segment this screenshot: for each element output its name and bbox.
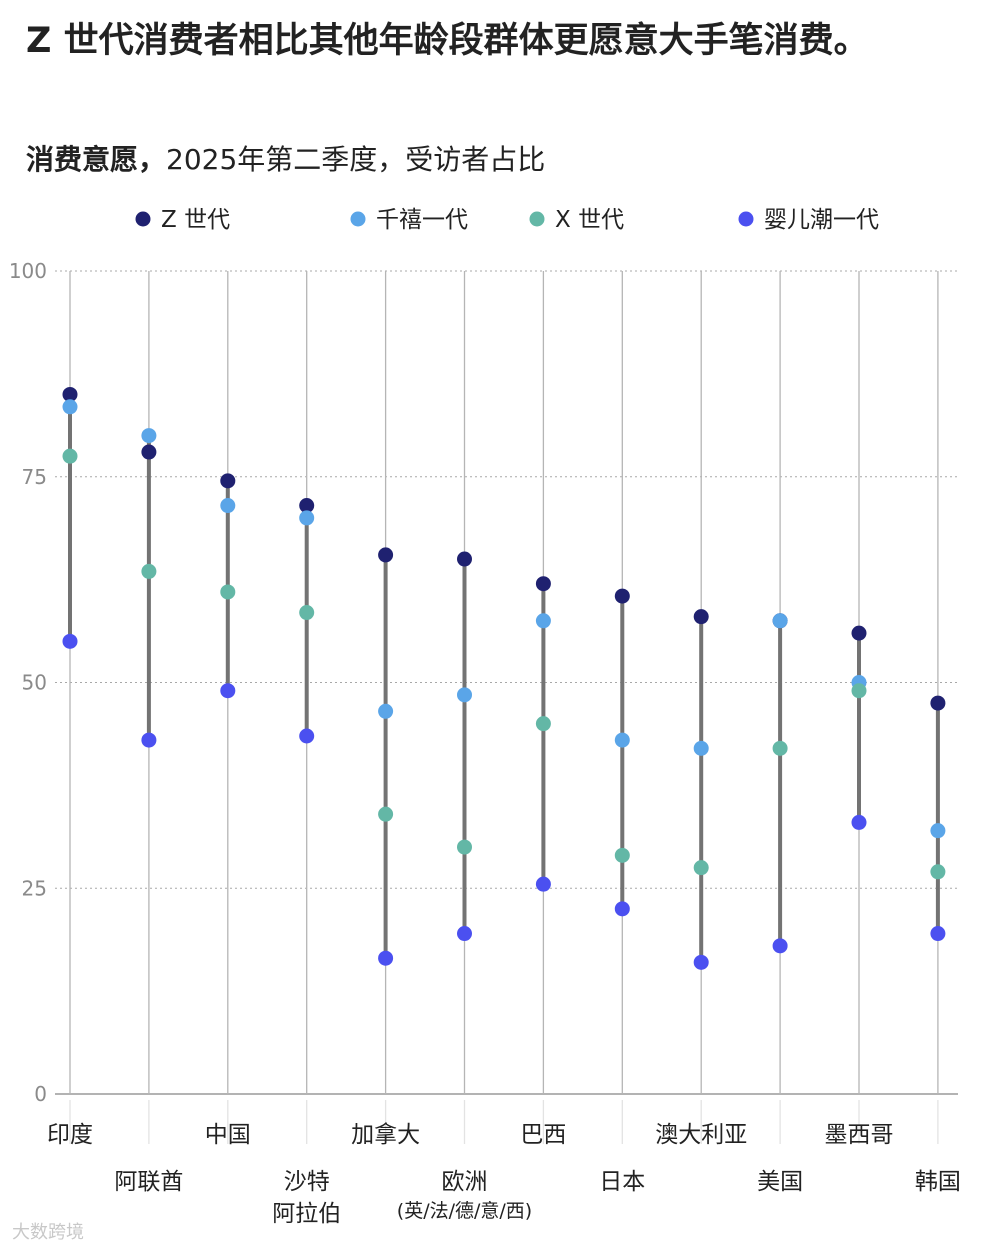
chart-subtitle: 消费意愿，2025年第二季度，受访者占比 [26, 138, 545, 178]
data-point [457, 687, 472, 703]
data-point [141, 563, 157, 579]
data-point [457, 926, 472, 942]
data-point [62, 399, 78, 415]
data-point [930, 695, 946, 711]
data-point [930, 864, 946, 880]
data-point [614, 901, 630, 917]
data-point [772, 740, 788, 756]
data-point [851, 625, 867, 641]
x-category-label: 巴西 [520, 1122, 566, 1148]
data-point [772, 613, 788, 629]
data-point [220, 473, 236, 489]
x-category-label: 加拿大 [351, 1121, 420, 1148]
x-category-label: 日本 [599, 1169, 645, 1195]
data-point [378, 547, 394, 563]
x-category-label: (英/法/德/意/西) [397, 1200, 532, 1222]
data-point [457, 839, 472, 855]
data-point [141, 428, 157, 444]
x-category-label: 澳大利亚 [655, 1122, 747, 1148]
legend-label: Z 世代 [161, 207, 230, 233]
data-point [378, 703, 394, 719]
data-point [535, 876, 551, 892]
legend-marker [350, 211, 366, 227]
legend-label: 婴儿潮一代 [764, 207, 879, 233]
data-point [62, 386, 78, 402]
data-point [614, 847, 630, 863]
data-point [693, 954, 709, 970]
data-point [457, 551, 472, 567]
legend-label: X 世代 [555, 207, 624, 233]
data-point [693, 740, 709, 756]
x-category-label: 美国 [757, 1169, 803, 1195]
data-point [614, 588, 630, 604]
data-point [614, 732, 630, 748]
data-point [378, 950, 394, 966]
x-category-label: 欧洲 [442, 1169, 488, 1195]
legend-marker [529, 211, 545, 227]
data-point [299, 498, 315, 514]
legend-marker [738, 211, 754, 227]
data-point [851, 814, 867, 830]
y-tick-label: 0 [34, 1082, 47, 1106]
data-point [930, 823, 946, 839]
data-point [535, 716, 551, 732]
data-point [141, 444, 157, 460]
data-point [141, 732, 157, 748]
y-tick-label: 100 [9, 259, 47, 283]
y-tick-label: 25 [22, 876, 47, 900]
x-category-label: 韩国 [915, 1169, 961, 1195]
data-point [299, 728, 315, 744]
data-point [930, 926, 946, 942]
y-tick-label: 50 [22, 671, 47, 695]
data-point [851, 683, 867, 699]
x-category-label: 中国 [205, 1122, 251, 1148]
data-point [535, 576, 551, 592]
data-point [299, 605, 315, 621]
legend-label: 千禧一代 [376, 207, 468, 233]
data-point [693, 860, 709, 876]
data-point [378, 806, 394, 822]
data-point [220, 584, 236, 600]
x-category-label: 沙特 [284, 1169, 330, 1195]
data-point [535, 613, 551, 629]
y-tick-label: 75 [22, 465, 47, 489]
x-category-label: 阿拉伯 [272, 1201, 341, 1227]
data-point [772, 938, 788, 954]
legend-marker [135, 211, 151, 227]
chart-title: Z 世代消费者相比其他年龄段群体更愿意大手笔消费。 [26, 21, 869, 61]
data-point [220, 683, 236, 699]
data-point [62, 448, 78, 464]
data-point [299, 510, 315, 526]
subtitle-bold: 消费意愿， [26, 143, 167, 176]
x-category-label: 阿联酋 [114, 1169, 183, 1195]
watermark: 大数跨境 [12, 1222, 84, 1243]
subtitle-rest: 2025年第二季度，受访者占比 [166, 143, 546, 176]
data-point [62, 633, 78, 649]
data-point [693, 609, 709, 625]
x-category-label: 墨西哥 [825, 1122, 894, 1148]
x-category-label: 印度 [47, 1122, 93, 1148]
data-point [220, 498, 236, 514]
